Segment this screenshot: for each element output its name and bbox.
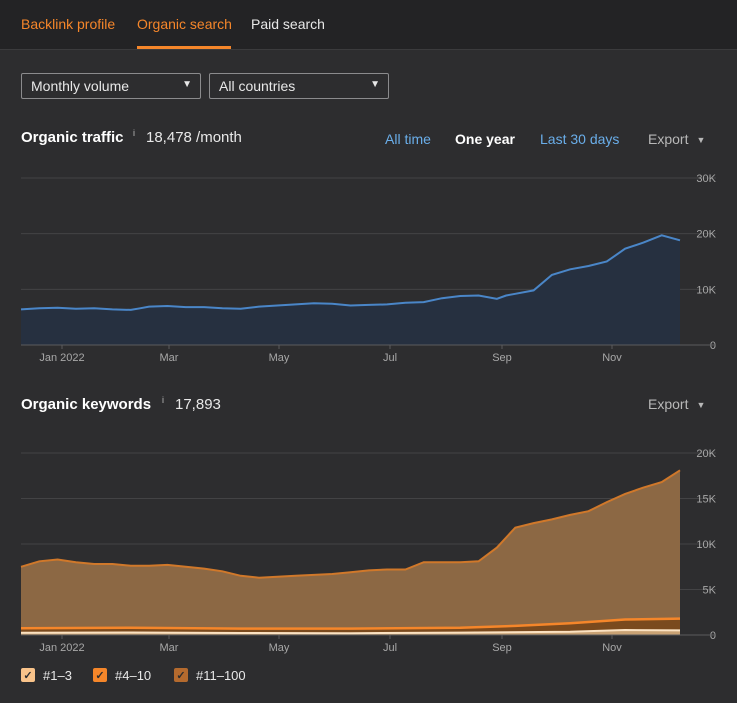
tab-bar: Backlink profile Organic search Paid sea… [0,0,737,50]
caret-down-icon: ▼ [696,135,706,145]
traffic-chart: 30K 20K 10K 0 Jan 2022 Mar May Jul Sep Nov [20,173,717,364]
x-tick-label: Jan 2022 [39,642,84,654]
caret-down-icon: ▼ [370,79,380,90]
y-tick-label: 0 [710,340,716,352]
y-tick-label: 0 [710,630,716,642]
checkbox-icon[interactable]: ✓ [21,668,35,682]
legend-item-4-10[interactable]: ✓ #4–10 [93,666,151,684]
x-tick-label: May [269,642,290,654]
x-tick-label: Nov [602,352,622,364]
country-select[interactable]: All countries ▼ [209,73,389,99]
country-select-value: All countries [219,78,296,94]
y-tick-label: 20K [696,229,716,241]
series-line [20,234,681,311]
keywords-export-button[interactable]: Export ▼ [648,396,705,412]
traffic-title: Organic traffic [21,129,124,146]
x-tick-label: Sep [492,642,512,654]
keywords-title: Organic keywords [21,396,152,413]
range-last-30-days[interactable]: Last 30 days [540,131,620,147]
y-tick-label: 5K [703,585,717,597]
y-tick-label: 20K [696,448,716,460]
series-area [21,470,680,635]
y-tick-label: 15K [696,494,716,506]
x-tick-label: Sep [492,352,512,364]
series-line [20,469,681,579]
info-icon[interactable]: i [162,395,164,405]
caret-down-icon: ▼ [182,79,192,90]
x-tick-label: Jul [383,352,397,364]
x-tick-label: Mar [160,352,179,364]
volume-select[interactable]: Monthly volume ▼ [21,73,201,99]
keywords-value: 17,893 [175,396,221,413]
x-tick-label: Jul [383,642,397,654]
legend-item-top3[interactable]: ✓ #1–3 [21,666,72,684]
x-tick-label: Mar [160,642,179,654]
traffic-value: 18,478 /month [146,129,242,146]
export-label: Export [648,396,689,412]
x-tick-label: Jan 2022 [39,352,84,364]
legend-label: #11–100 [196,667,246,683]
series-area [21,630,680,635]
tab-backlink-profile[interactable]: Backlink profile [21,16,116,32]
y-tick-label: 10K [696,284,716,296]
series-area [21,235,680,345]
y-tick-label: 30K [696,173,716,185]
checkbox-icon[interactable]: ✓ [174,668,188,682]
x-tick-label: Nov [602,642,622,654]
info-icon[interactable]: i [133,128,135,138]
y-tick-label: 10K [696,539,716,551]
caret-down-icon: ▼ [696,400,706,410]
checkbox-icon[interactable]: ✓ [93,668,107,682]
active-tab-indicator [137,46,231,49]
volume-select-value: Monthly volume [31,78,130,94]
series-line [20,617,681,630]
legend-label: #4–10 [115,667,152,683]
export-label: Export [648,131,689,147]
traffic-export-button[interactable]: Export ▼ [648,131,705,147]
range-one-year[interactable]: One year [455,131,515,147]
series-line [20,628,681,635]
keywords-chart: 20K 15K 10K 5K 0 Jan 2022 Mar May Jul Sep Nov [20,448,717,654]
x-tick-label: May [269,352,290,364]
range-all-time[interactable]: All time [385,131,431,147]
series-area [21,618,680,635]
tab-organic-search[interactable]: Organic search [137,16,232,32]
tab-paid-search[interactable]: Paid search [251,16,325,32]
legend-label: #1–3 [43,667,72,683]
legend-item-11-100[interactable]: ✓ #11–100 [174,666,246,684]
